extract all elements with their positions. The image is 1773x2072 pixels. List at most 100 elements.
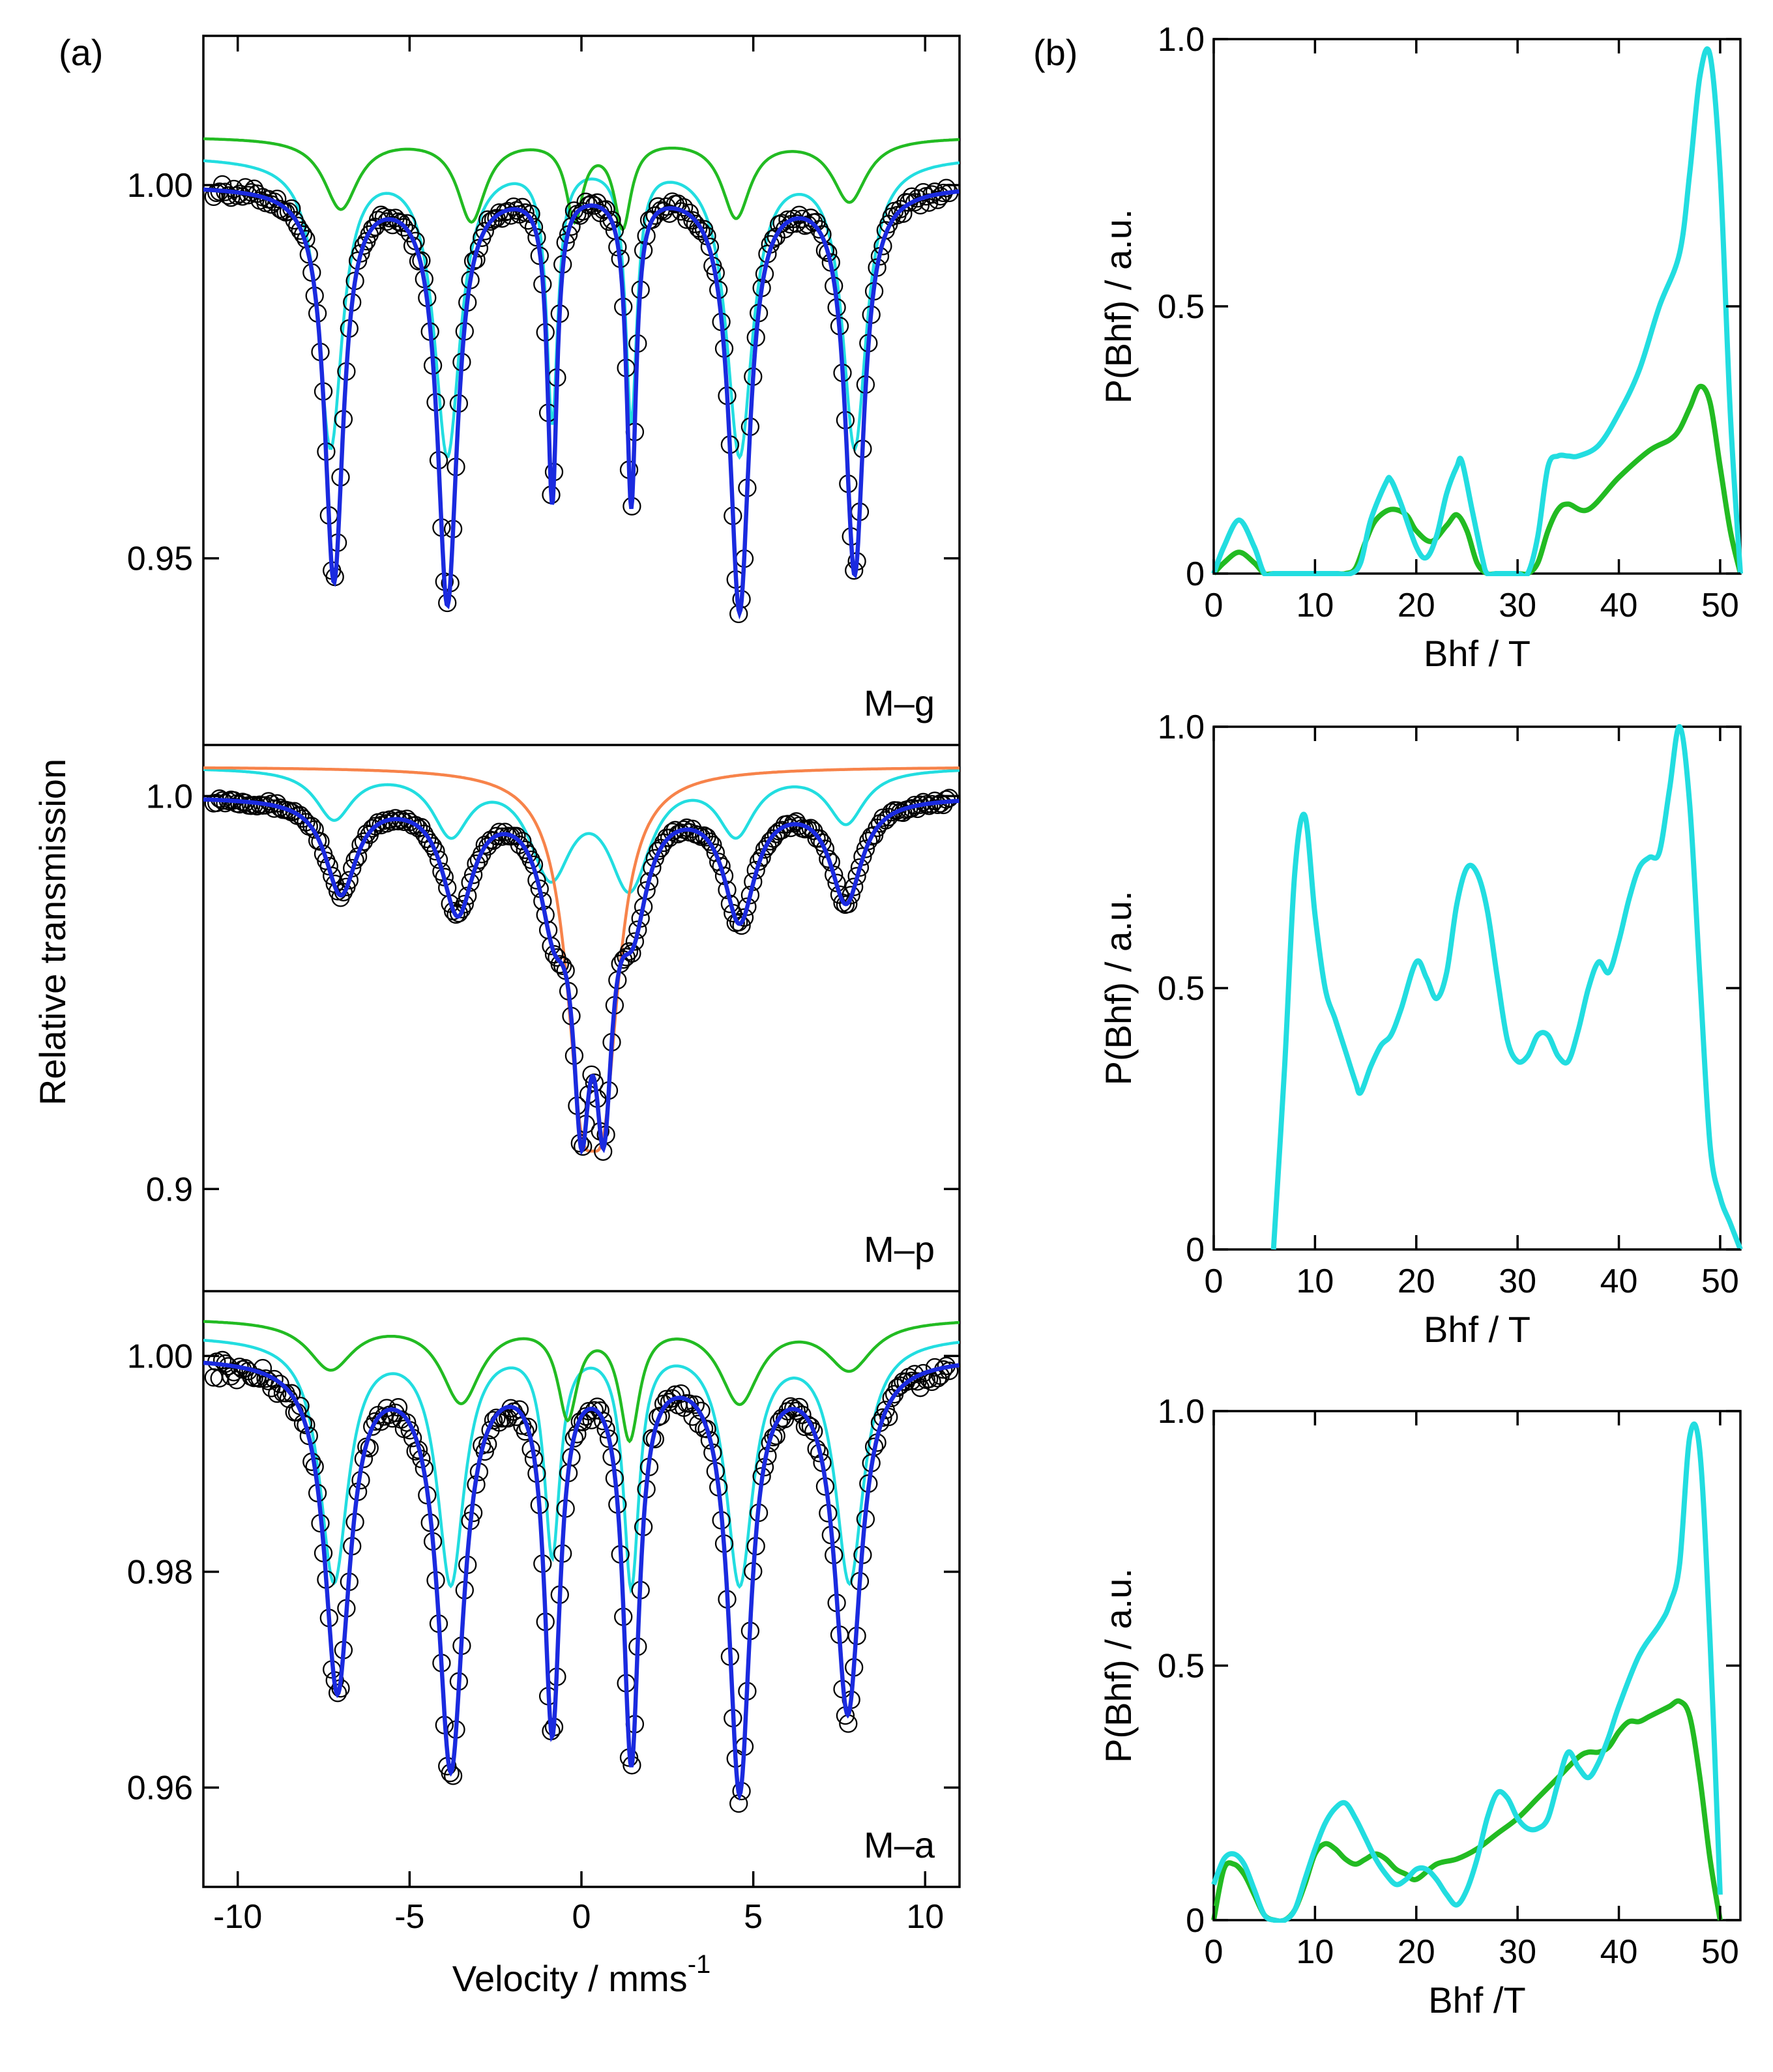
- panel-a-label: (a): [59, 32, 103, 73]
- a2-data-point: [271, 1375, 289, 1393]
- a2-data-point: [804, 1422, 823, 1441]
- b2-xtick-label: 30: [1499, 1933, 1536, 1971]
- a2-data-point: [873, 1408, 892, 1427]
- b-subpanel-1: 0 0.5 1.0 0 10 20 30 40 50 Bhf / T P(Bhf) / a.u.: [1098, 708, 1743, 1350]
- b0-xtick-label: 10: [1296, 587, 1334, 624]
- b1-x-axis-title: Bhf / T: [1424, 1309, 1531, 1350]
- a2-data-point: [212, 1350, 232, 1369]
- a0-ytick-label: 0.95: [127, 540, 193, 578]
- b0-ytick-label: 1.0: [1158, 21, 1205, 59]
- b0-xtick-label: 20: [1398, 587, 1435, 624]
- a1-data-point: [495, 823, 514, 841]
- a1-data-point: [516, 840, 535, 859]
- b2-frame: [1212, 1410, 1742, 1921]
- a2-data-point: [282, 1384, 301, 1403]
- a0-data-point: [914, 182, 933, 202]
- a1-data-point: [842, 886, 860, 905]
- a1-ytick-label: 1.0: [146, 778, 193, 815]
- a2-ytick-label: 0.96: [127, 1770, 193, 1807]
- b2-ytick-label: 0.5: [1158, 1648, 1205, 1685]
- b2-x-axis-title: Bhf /T: [1428, 1979, 1525, 2021]
- a0-data-point: [810, 220, 829, 239]
- a2-component-line-0: [203, 1339, 960, 1594]
- a1-data-point: [825, 866, 843, 884]
- a0-data-point: [394, 218, 414, 237]
- b2-xtick-label: 20: [1398, 1933, 1435, 1971]
- b0-ytick-label: 0: [1186, 555, 1205, 593]
- a-xtick-label: -5: [394, 1898, 424, 1936]
- b0-xtick-label: 40: [1600, 587, 1638, 624]
- a2-data-point: [882, 1388, 901, 1408]
- a2-data-point: [596, 1420, 615, 1438]
- a1-data-point: [426, 841, 445, 861]
- a2-data-point: [328, 1684, 347, 1702]
- a1-sample-label: M–p: [864, 1229, 935, 1270]
- a1-data-point: [940, 789, 959, 808]
- a1-data-point: [810, 829, 829, 848]
- a1-data-point: [449, 903, 469, 923]
- a2-sample-label: M–a: [864, 1824, 935, 1865]
- a1-data-point: [689, 826, 708, 845]
- b1-frame: [1212, 725, 1742, 1251]
- a0-total-fit-line: [203, 187, 960, 620]
- a1-data-point: [839, 894, 858, 914]
- a2-data-point: [253, 1358, 272, 1378]
- a0-data-point: [928, 190, 947, 209]
- a0-component-line-0: [203, 159, 960, 460]
- a2-data-point: [801, 1417, 820, 1437]
- b0-series-line-1: [1211, 46, 1743, 576]
- a-xtick-label: -10: [213, 1898, 262, 1936]
- a-xtick-label: 10: [906, 1898, 944, 1936]
- a2-data-point: [224, 1363, 243, 1382]
- a1-data-point: [859, 832, 878, 851]
- b1-ytick-label: 0.5: [1158, 970, 1205, 1008]
- a1-data-point: [513, 832, 532, 851]
- a-y-axis-title: Relative transmission: [32, 759, 73, 1105]
- a1-data-point: [819, 849, 838, 868]
- b0-xtick-label: 50: [1701, 587, 1739, 624]
- a0-data-point: [596, 200, 615, 219]
- a2-data-point: [363, 1417, 382, 1436]
- b0-ytick-label: 0.5: [1158, 288, 1205, 326]
- b1-xtick-label: 50: [1701, 1262, 1739, 1300]
- a-subpanel-0: 1.00 0.95 M–g: [127, 137, 960, 723]
- b1-xtick-label: 0: [1205, 1262, 1224, 1300]
- a1-data-point: [732, 916, 751, 935]
- a0-data-point: [602, 211, 621, 229]
- a1-data-point: [354, 832, 374, 851]
- b2-xtick-label: 40: [1600, 1933, 1638, 1971]
- a1-component-line-0: [203, 768, 960, 894]
- a2-data-point: [793, 1405, 812, 1424]
- a1-data-point: [429, 850, 448, 869]
- a2-data-point: [686, 1395, 705, 1414]
- b1-series-line-0: [1270, 724, 1743, 1251]
- a0-data-point: [645, 206, 664, 225]
- a1-data-point: [340, 871, 359, 890]
- a1-data-point: [729, 912, 748, 932]
- b0-xtick-label: 0: [1205, 587, 1224, 624]
- a1-data-point: [455, 894, 474, 914]
- a2-data-point: [594, 1412, 613, 1431]
- a1-data-point: [521, 850, 540, 869]
- a0-data-point: [236, 178, 255, 197]
- a0-data-point: [686, 214, 705, 233]
- a2-data-point: [666, 1385, 684, 1404]
- a1-data-point: [423, 837, 443, 856]
- b2-y-axis-title: P(Bhf) / a.u.: [1098, 1568, 1139, 1763]
- a1-data-point: [625, 932, 645, 951]
- b1-xtick-label: 40: [1600, 1262, 1638, 1300]
- a1-data-point: [415, 824, 433, 843]
- b1-xtick-label: 20: [1398, 1262, 1435, 1300]
- a0-data-point: [293, 225, 313, 244]
- a1-data-point: [752, 848, 771, 867]
- a2-data-point: [265, 1369, 284, 1389]
- a-subpanel-2: 1.00 0.98 0.96 M–a: [127, 1320, 960, 1865]
- a1-data-point: [850, 858, 870, 877]
- a1-data-point: [738, 897, 757, 916]
- b0-x-axis-title: Bhf / T: [1424, 633, 1531, 674]
- b2-xtick-label: 0: [1205, 1933, 1224, 1971]
- panel-b-label: (b): [1033, 32, 1077, 73]
- b0-y-axis-title: P(Bhf) / a.u.: [1098, 209, 1139, 404]
- a1-data-point: [550, 955, 569, 974]
